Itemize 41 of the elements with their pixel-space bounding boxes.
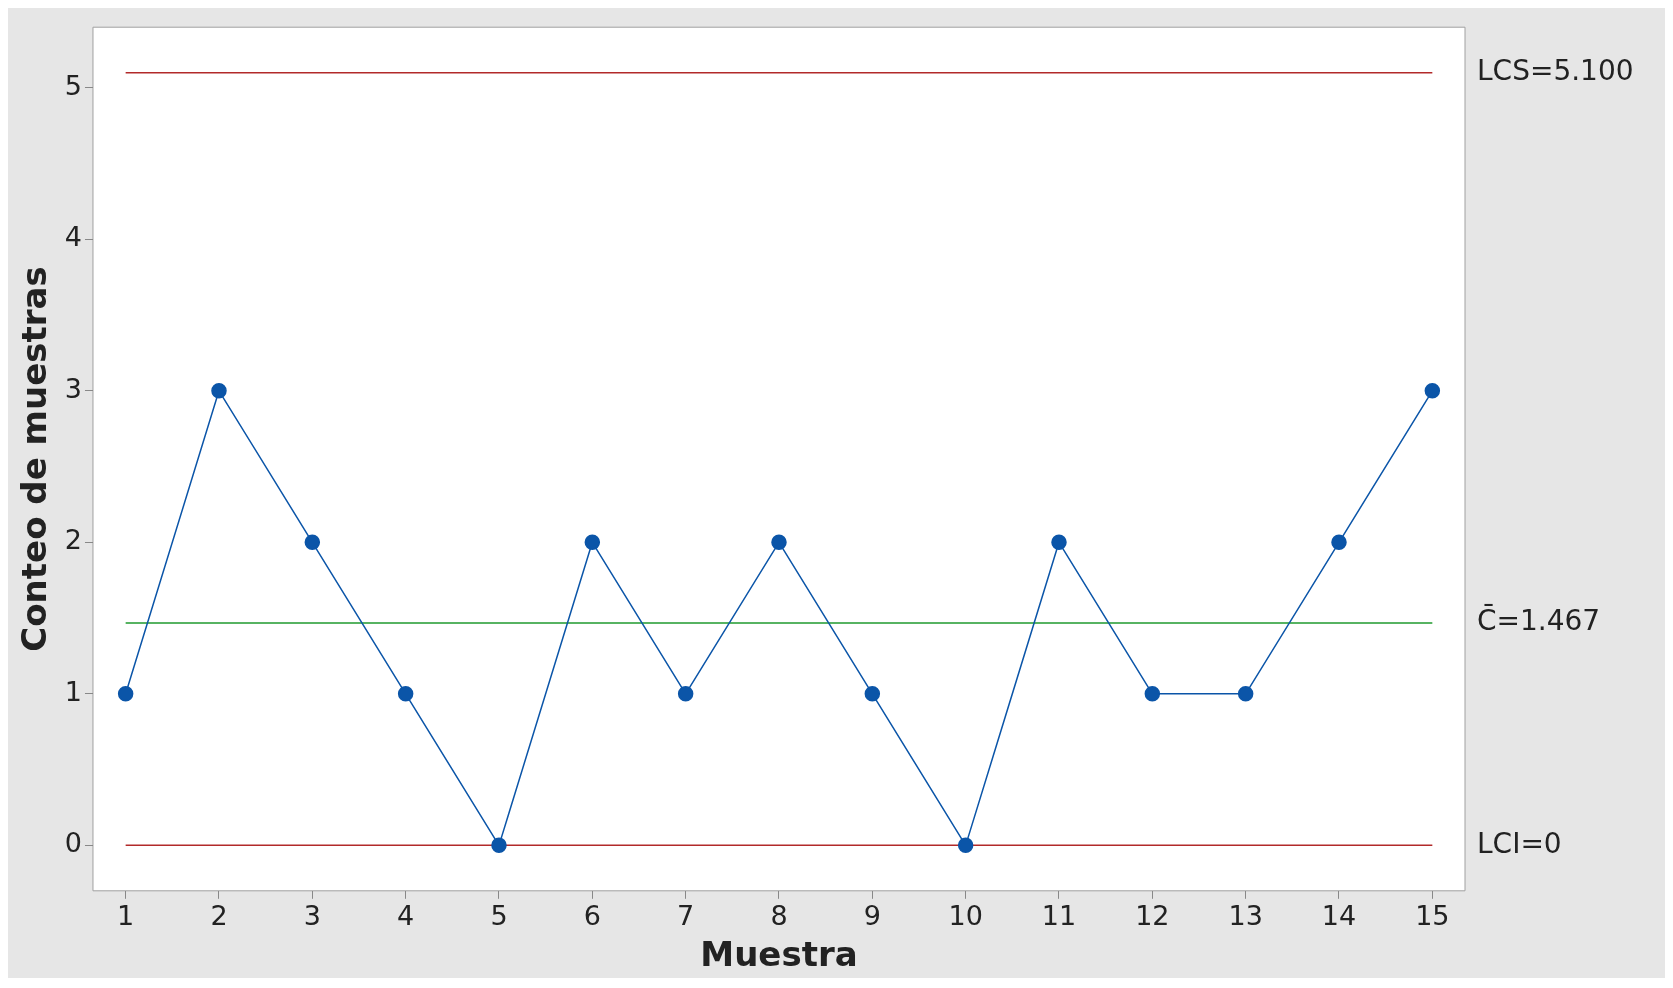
x-tick-label: 11 [1041, 900, 1077, 932]
y-axis-title: Conteo de muestras [14, 266, 55, 652]
point [491, 837, 507, 854]
point [397, 686, 414, 702]
y-tick-label: 4 [64, 221, 82, 253]
x-axis-title: Muestra [700, 934, 858, 975]
point [864, 686, 881, 702]
point [1237, 686, 1254, 702]
x-tick-label: 2 [210, 900, 228, 932]
x-tick-label: 7 [677, 900, 695, 932]
x-tick-label: 1 [117, 900, 135, 932]
ref-line-label: LCI=0 [1477, 826, 1562, 860]
x-tick-label: 9 [863, 900, 881, 932]
y-tick-label: 1 [64, 675, 82, 707]
x-tick-label: 5 [490, 900, 508, 932]
point [584, 534, 601, 551]
y-tick-label: 3 [64, 372, 82, 404]
point [304, 534, 321, 551]
point [117, 686, 134, 702]
point [677, 686, 694, 702]
point [1144, 686, 1161, 702]
y-tick-label: 5 [64, 69, 82, 101]
x-tick-label: 4 [397, 900, 415, 932]
x-tick-label: 10 [948, 900, 983, 932]
point [957, 837, 974, 854]
y-tick-label: 0 [64, 827, 82, 859]
ref-line-label: LCS=5.100 [1477, 53, 1634, 87]
y-tick-label: 2 [64, 524, 82, 556]
x-tick-label: 6 [583, 900, 601, 932]
point [1331, 534, 1347, 551]
x-tick-label: 15 [1415, 900, 1450, 932]
ref-line-label: C̄=1.467 [1477, 603, 1601, 638]
x-tick-label: 12 [1135, 900, 1170, 932]
point [1051, 534, 1067, 551]
point [211, 383, 227, 399]
x-tick-label: 3 [303, 900, 321, 932]
x-tick-label: 14 [1321, 900, 1357, 932]
point [1424, 383, 1441, 399]
x-tick-label: 8 [770, 900, 788, 932]
x-tick-label: 13 [1228, 900, 1263, 932]
point [771, 534, 787, 551]
